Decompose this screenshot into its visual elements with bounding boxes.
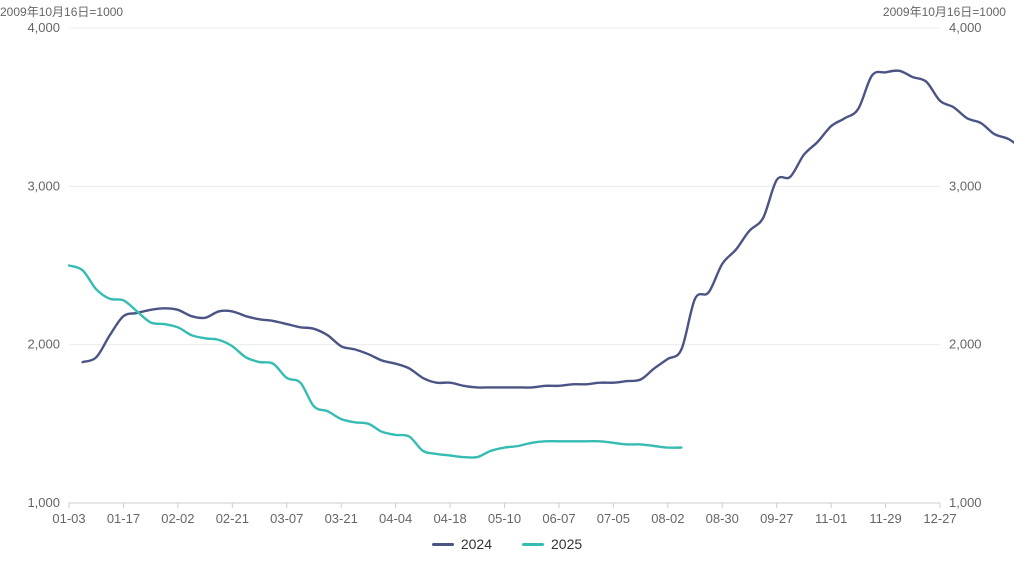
chart-legend: 2024 2025: [0, 536, 1014, 552]
y-tick-label-left: 1,000: [27, 495, 60, 510]
legend-item-2025[interactable]: 2025: [522, 536, 582, 552]
x-tick-label: 09-27: [760, 511, 793, 526]
legend-item-2024[interactable]: 2024: [431, 536, 492, 552]
x-tick-label: 08-30: [706, 511, 739, 526]
series-line-2024: [81, 69, 1014, 389]
y-tick-label-right: 3,000: [949, 178, 982, 193]
x-tick-label: 05-10: [488, 511, 521, 526]
x-tick-label: 07-05: [597, 511, 630, 526]
legend-label-2025: 2025: [551, 536, 583, 552]
x-tick-label: 11-01: [815, 511, 847, 526]
y-tick-label-left: 4,000: [27, 20, 60, 35]
legend-swatch-2025: [522, 542, 544, 546]
series-line-2025: [67, 264, 683, 459]
x-tick-label: 12-27: [923, 511, 956, 526]
x-tick-label: 02-02: [161, 511, 194, 526]
x-tick-label: 01-17: [107, 511, 140, 526]
legend-label-2024: 2024: [460, 536, 492, 552]
right-axis-unit-label: 2009年10月16日=1000: [882, 5, 1006, 19]
left-axis-unit-label: 2009年10月16日=1000: [0, 5, 124, 19]
x-tick-label: 01-03: [52, 511, 85, 526]
x-tick-label: 11-29: [869, 511, 901, 526]
x-tick-label: 03-21: [325, 511, 358, 526]
x-tick-label: 04-18: [433, 511, 466, 526]
x-tick-label: 06-07: [542, 511, 575, 526]
legend-swatch-2024: [431, 542, 454, 546]
y-tick-label-left: 3,000: [27, 178, 60, 193]
y-tick-label-right: 2,000: [949, 337, 982, 352]
y-tick-label-left: 2,000: [27, 337, 60, 352]
y-tick-label-right: 4,000: [949, 20, 982, 35]
x-tick-label: 04-04: [379, 511, 412, 526]
y-tick-label-right: 1,000: [949, 495, 982, 510]
x-tick-label: 02-21: [216, 511, 249, 526]
x-tick-label: 03-07: [270, 511, 303, 526]
x-tick-label: 08-02: [651, 511, 684, 526]
